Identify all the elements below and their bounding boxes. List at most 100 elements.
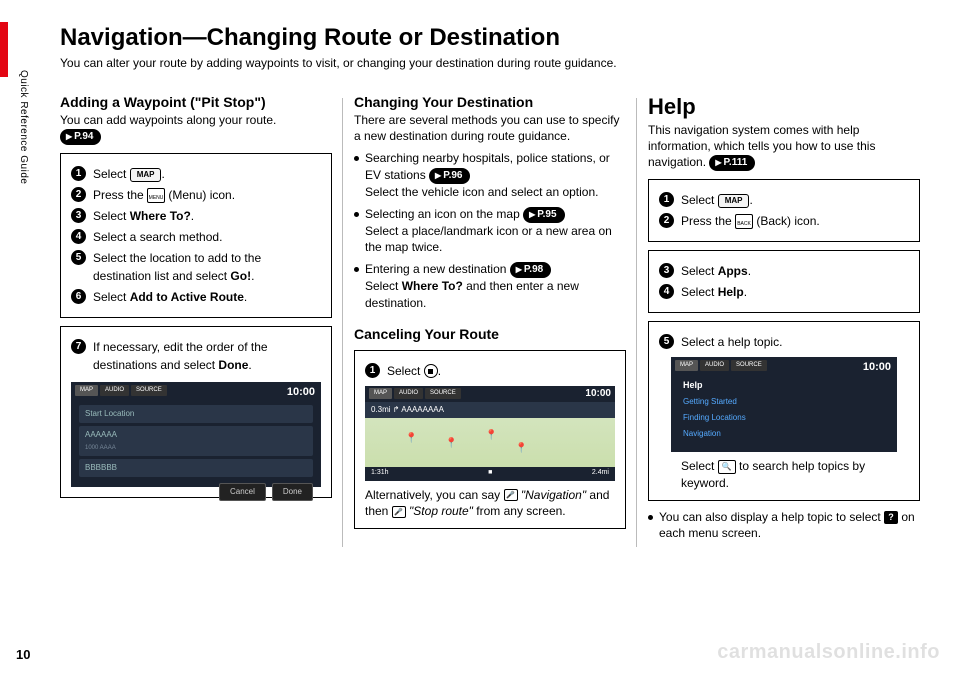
map-pin: 📍 [485,428,495,442]
columns: Adding a Waypoint ("Pit Stop") You can a… [60,94,930,547]
step-4: 4 Select a search method. [71,228,321,246]
pref-p95: P.95 [523,207,564,223]
ss-tab-source: SOURCE [131,385,167,396]
step-7: 7 If necessary, edit the order of the de… [71,338,321,374]
cancel-heading: Canceling Your Route [354,326,626,342]
help-box-3: 5 Select a help topic. MAP AUDIO SOURCE … [648,321,920,501]
step-5-text: Select the location to add to the destin… [93,249,321,285]
step-6-text: Select Add to Active Route. [93,288,321,306]
step-num-6: 6 [71,289,86,304]
help-ss-tabs: MAP AUDIO SOURCE [675,360,767,371]
step-2: 2 Press the MENU (Menu) icon. [71,186,321,204]
bullet-1-text: Searching nearby hospitals, police stati… [365,150,626,200]
voice-icon: 🎤 [392,506,406,518]
help-ss-clock: 10:00 [863,359,891,376]
help-ss-item: Navigation [679,426,889,442]
side-label: Quick Reference Guide [18,70,29,184]
edit-list-screenshot: MAP AUDIO SOURCE 10:00 Start Location AA… [71,382,321,487]
cancel-step-text: Select . [387,362,615,380]
col-destination: Changing Your Destination There are seve… [354,94,626,547]
dest-heading: Changing Your Destination [354,94,626,110]
waypoint-box-2: 7 If necessary, edit the order of the de… [60,326,332,498]
help-step-2: 2 Press the BACK (Back) icon. [659,212,909,230]
help-num-3: 3 [659,263,674,278]
ss-tab-audio: AUDIO [100,385,129,396]
ss-row-start: Start Location [79,405,313,423]
side-tab [0,22,8,77]
divider-2 [636,98,637,547]
divider [342,98,343,547]
step-3: 3 Select Where To?. [71,207,321,225]
map-bar: MAP AUDIO SOURCE 10:00 [365,386,615,402]
waypoint-sub: You can add waypoints along your route. … [60,112,332,145]
help-after-text: Select to search help topics by keyword. [681,458,909,492]
step-5: 5 Select the location to add to the dest… [71,249,321,285]
help-step-1: 1 Select MAP. [659,191,909,209]
ss-done: Done [272,483,313,501]
ss-row-b: BBBBBB [79,459,313,477]
map-clock: 10:00 [585,386,611,401]
ss-body: Start Location AAAAAA 1000 AAAA BBBBBB C… [79,402,313,481]
step-1-text: Select MAP. [93,165,321,183]
help-bullet-text: You can also display a help topic to sel… [659,509,920,543]
page-intro: You can alter your route by adding waypo… [60,56,930,70]
question-icon: ? [884,511,898,524]
help-screenshot: MAP AUDIO SOURCE 10:00 Help Getting Star… [671,357,897,452]
step-2-text: Press the MENU (Menu) icon. [93,186,321,204]
pref-p111: P.111 [709,155,755,171]
ss-cancel: Cancel [219,483,266,501]
help-step-4: 4 Select Help. [659,283,909,301]
dest-bullet-3: Entering a new destination P.98 Select W… [354,261,626,311]
help-ss-body: Help Getting Started Finding Locations N… [679,377,889,446]
help-num-4: 4 [659,284,674,299]
step-num-5: 5 [71,250,86,265]
ss-buttons: Cancel Done [79,483,313,501]
bullet-dot [354,212,359,217]
step-num-1: 1 [71,166,86,181]
pref-p94: P.94 [60,129,101,145]
content: Navigation—Changing Route or Destination… [60,24,930,638]
help-num-2: 2 [659,213,674,228]
bullet-2-text: Selecting an icon on the map P.95 Select… [365,206,626,256]
bullet-dot [354,156,359,161]
ss-row-a: AAAAAA 1000 AAAA [79,426,313,456]
back-icon: BACK [735,214,753,229]
menu-icon: MENU [147,188,165,203]
help-ss-item: Finding Locations [679,410,889,426]
step-1: 1 Select MAP. [71,165,321,183]
pref-p96: P.96 [429,168,470,184]
page-number: 10 [16,647,30,662]
map-screenshot: MAP AUDIO SOURCE 10:00 0.3mi ↱ AAAAAAAA … [365,386,615,481]
help-num-5: 5 [659,334,674,349]
col-help: Help This navigation system comes with h… [648,94,920,547]
cancel-step-1: 1 Select . [365,362,615,380]
map-pin: 📍 [405,431,415,445]
map-dest: 0.3mi ↱ AAAAAAAA [365,402,615,418]
help-box-1: 1 Select MAP. 2 Press the BACK (Back) ic… [648,179,920,242]
page-title: Navigation—Changing Route or Destination [60,24,930,52]
step-6: 6 Select Add to Active Route. [71,288,321,306]
step-num-2: 2 [71,187,86,202]
pref-p98: P.98 [510,262,551,278]
help-step-5: 5 Select a help topic. [659,333,909,351]
search-icon [718,460,736,474]
bullet-dot [354,267,359,272]
bullet-dot [648,515,653,520]
ss-tab-map: MAP [75,385,98,396]
step-7-text: If necessary, edit the order of the dest… [93,338,321,374]
map-bottom: 1:31h ■ 2.4mi [365,467,615,481]
map-button-icon: MAP [718,194,750,208]
cancel-alt-text: Alternatively, you can say 🎤 "Navigation… [365,487,615,521]
help-num-1: 1 [659,192,674,207]
bullet-3-text: Entering a new destination P.98 Select W… [365,261,626,311]
map-pin: 📍 [515,441,525,455]
help-sub: This navigation system comes with help i… [648,122,920,171]
ss-clock: 10:00 [287,384,315,401]
stop-icon [424,364,438,378]
cancel-box: 1 Select . MAP AUDIO SOURCE 10:00 [354,350,626,530]
waypoint-sub-text: You can add waypoints along your route. [60,113,276,127]
help-step-3: 3 Select Apps. [659,262,909,280]
dest-bullet-2: Selecting an icon on the map P.95 Select… [354,206,626,256]
waypoint-heading: Adding a Waypoint ("Pit Stop") [60,94,332,110]
step-num-7: 7 [71,339,86,354]
